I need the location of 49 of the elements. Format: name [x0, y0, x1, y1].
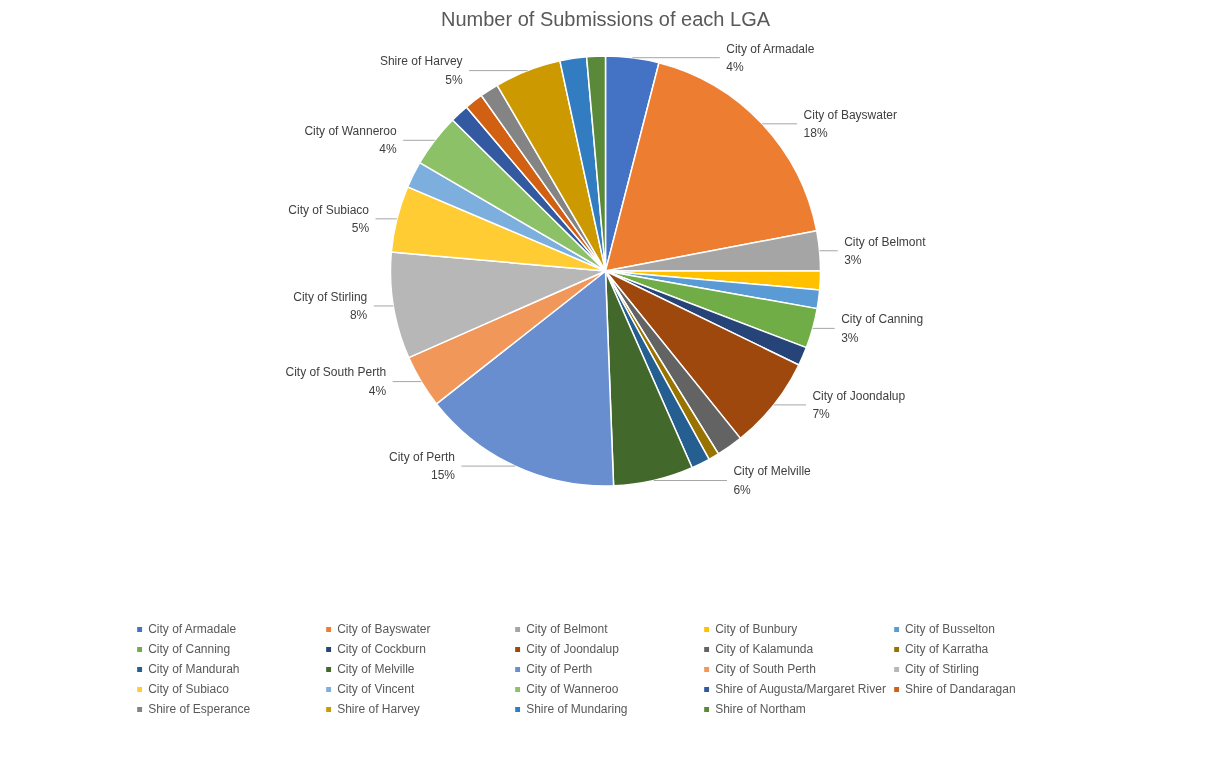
legend-label: City of Vincent	[337, 682, 416, 696]
data-label: 5%	[351, 220, 370, 235]
legend-label: Shire of Esperance	[148, 702, 252, 716]
slice-label: City of Wanneroo	[304, 124, 397, 139]
legend-label: City of Cockburn	[337, 642, 427, 656]
slice-label: City of Perth	[389, 449, 456, 464]
legend-label: City of Stirling	[904, 662, 980, 676]
chart-title: Number of Submissions of each LGA	[440, 7, 771, 30]
legend-label: City of Kalamunda	[715, 642, 815, 656]
slice-label: City of Canning	[841, 312, 924, 327]
data-label: 6%	[733, 482, 752, 497]
legend-label: Shire of Dandaragan	[904, 682, 1017, 696]
legend-label: City of Melville	[337, 662, 416, 676]
legend-label: Shire of Harvey	[337, 702, 421, 716]
data-label: 4%	[379, 142, 397, 157]
slice-label: City of Joondalup	[812, 388, 906, 403]
legend-label: Shire of Mundaring	[526, 702, 629, 716]
slice-label: City of Stirling	[293, 289, 368, 304]
legend-label: City of Mandurah	[148, 662, 241, 676]
legend-label: City of Bunbury	[715, 622, 799, 636]
data-label: 18%	[803, 125, 828, 140]
data-label: 3%	[844, 252, 862, 267]
legend-label: City of Perth	[526, 662, 594, 676]
slice-label: Shire of Harvey	[379, 54, 463, 69]
legend-label: City of Belmont	[526, 622, 609, 636]
legend-label: City of Wanneroo	[526, 682, 620, 696]
data-label: 3%	[841, 330, 859, 345]
legend-label: City of Busselton	[904, 622, 996, 636]
slice-label: City of Belmont	[844, 234, 927, 249]
legend-label: City of Karratha	[904, 642, 990, 656]
data-label: 5%	[445, 72, 463, 87]
legend-label: City of South Perth	[715, 662, 817, 676]
data-label: 7%	[812, 407, 831, 422]
slice-label: City of South Perth	[285, 365, 387, 380]
legend-label: City of Bayswater	[337, 622, 432, 636]
slice-label: City of Subiaco	[288, 202, 370, 217]
data-label: 4%	[368, 383, 387, 398]
data-label: 4%	[726, 59, 744, 74]
slice-label: City of Bayswater	[803, 107, 897, 122]
legend-label: City of Canning	[148, 642, 232, 656]
legend-label: City of Joondalup	[526, 642, 620, 656]
slice-label: City of Melville	[733, 464, 812, 479]
slice-label: City of Armadale	[726, 41, 815, 56]
legend-label: City of Subiaco	[148, 682, 230, 696]
data-label: 15%	[431, 468, 456, 483]
legend-label: City of Armadale	[148, 622, 238, 636]
legend-label: Shire of Northam	[715, 702, 807, 716]
data-label: 8%	[349, 308, 368, 323]
legend-label: Shire of Augusta/Margaret River	[715, 682, 886, 696]
